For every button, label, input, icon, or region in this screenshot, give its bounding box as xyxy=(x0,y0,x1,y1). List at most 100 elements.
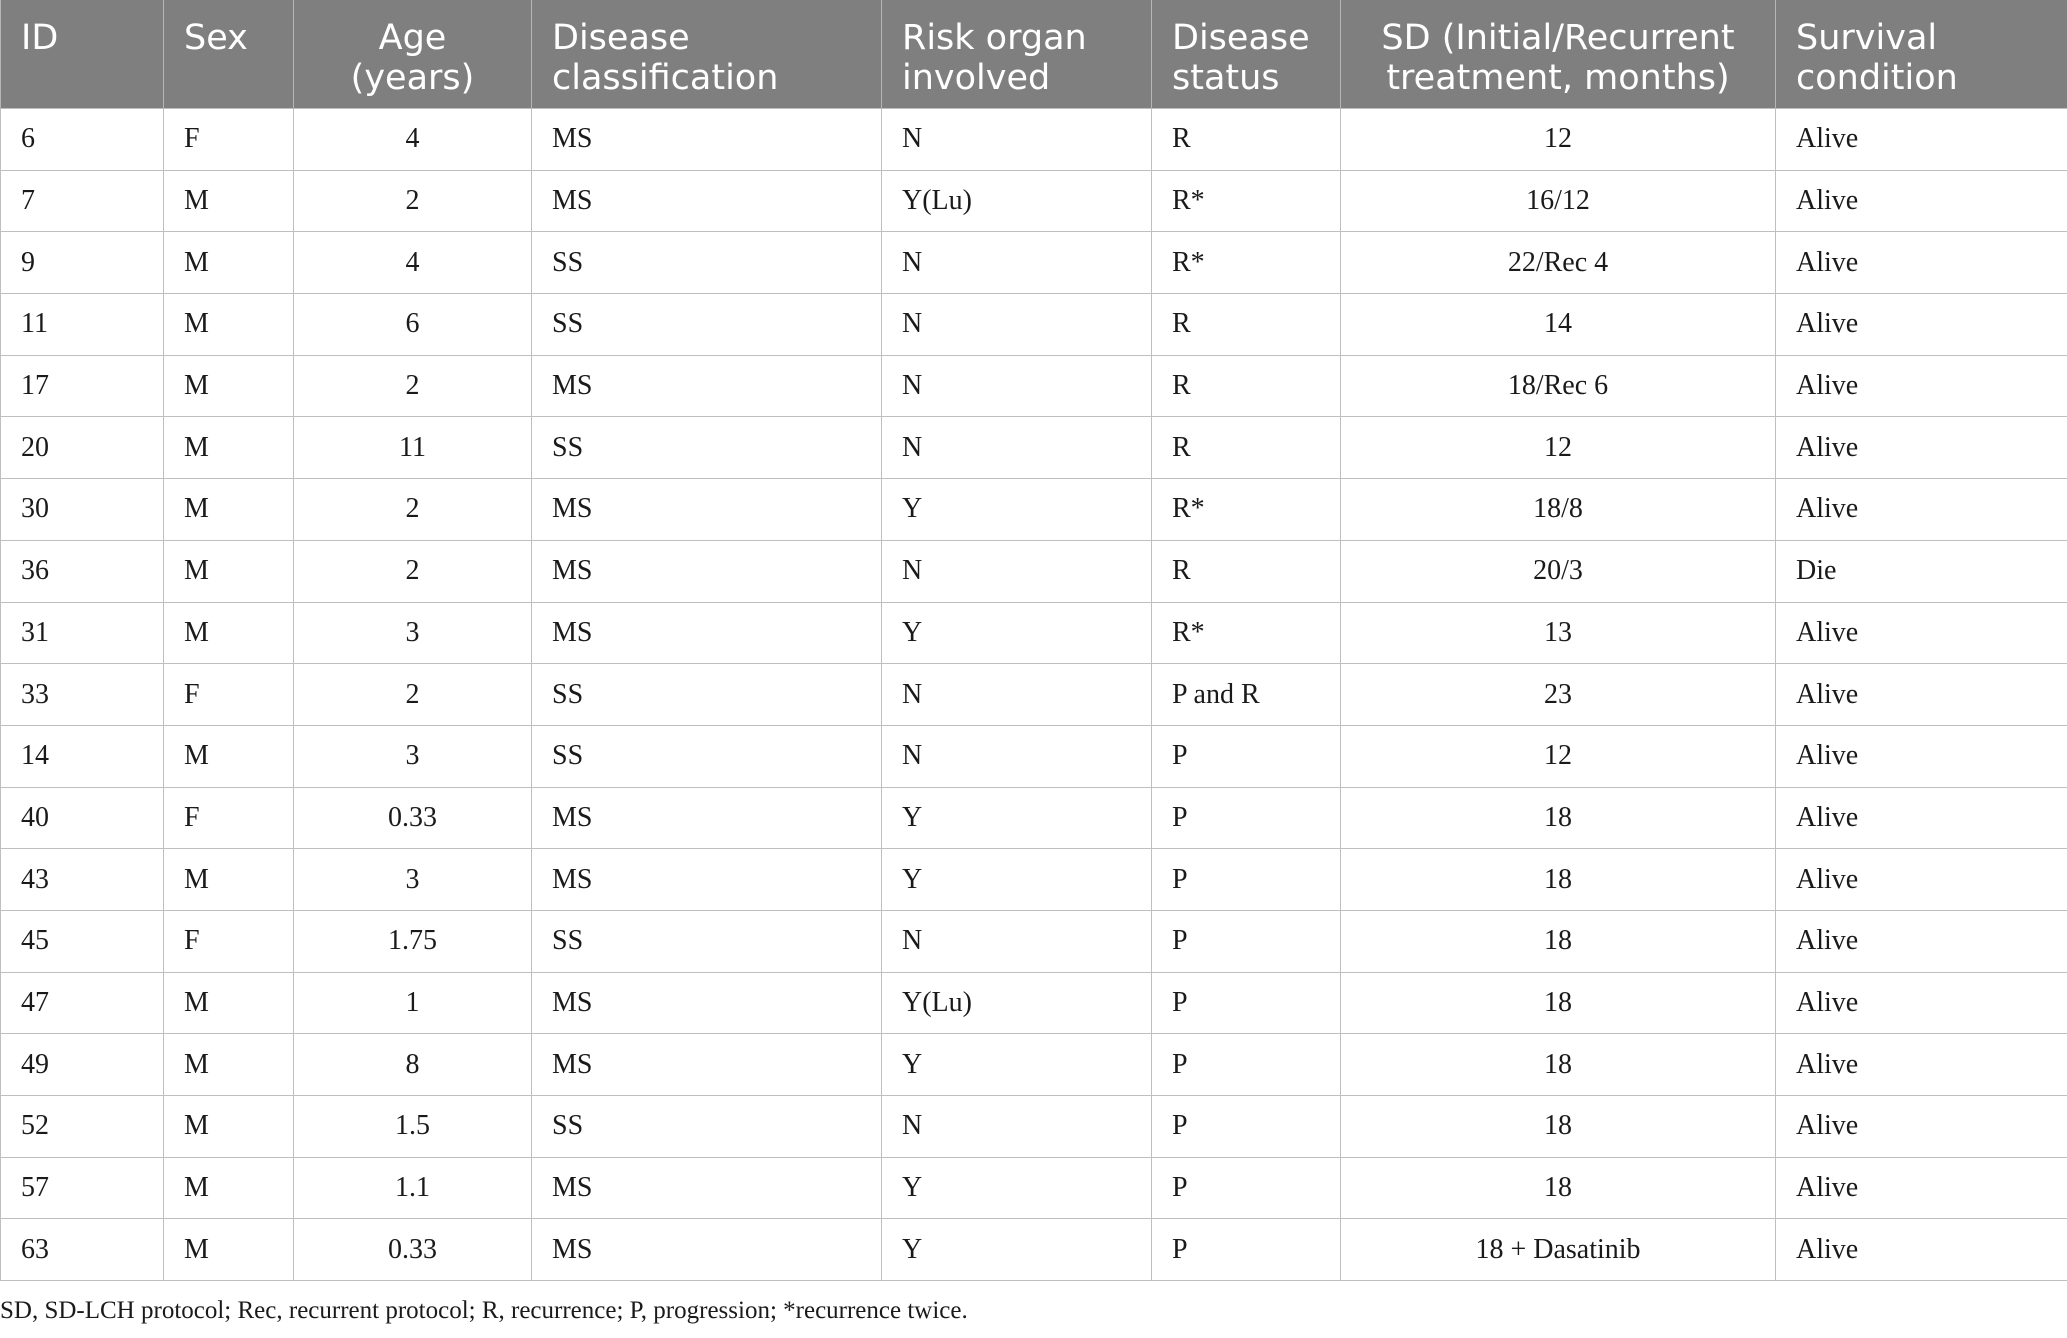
cell-sex: M xyxy=(163,1095,294,1158)
cell-id: 40 xyxy=(0,786,164,850)
cell-id: 11 xyxy=(0,293,164,356)
cell-sex: M xyxy=(163,601,294,665)
cell-id: 36 xyxy=(0,539,164,603)
table-header: ID Sex Age (years) Disease classification… xyxy=(0,0,2067,109)
cell-id: 47 xyxy=(0,971,164,1035)
cell-survival: Alive xyxy=(1775,1218,2067,1282)
table-row: 11 M 6 SS N R 14 Alive xyxy=(0,293,2067,356)
table-row: 40 F 0.33 MS Y P 18 Alive xyxy=(0,786,2067,850)
cell-id: 57 xyxy=(0,1156,164,1220)
cell-disease-classification: MS xyxy=(531,1218,882,1282)
table-row: 52 M 1.5 SS N P 18 Alive xyxy=(0,1095,2067,1158)
header-age: Age (years) xyxy=(293,0,532,109)
cell-risk-organ: N xyxy=(881,108,1152,171)
cell-sex: M xyxy=(163,416,294,480)
table-row: 31 M 3 MS Y R* 13 Alive xyxy=(0,601,2067,665)
cell-survival: Alive xyxy=(1775,169,2067,233)
cell-sd-treatment: 18 xyxy=(1340,909,1776,973)
cell-age: 3 xyxy=(293,848,532,911)
cell-survival: Alive xyxy=(1775,354,2067,418)
cell-disease-classification: MS xyxy=(531,108,882,171)
cell-age: 3 xyxy=(293,724,532,788)
table-row: 20 M 11 SS N R 12 Alive xyxy=(0,416,2067,480)
cell-id: 43 xyxy=(0,848,164,911)
table-row: 6 F 4 MS N R 12 Alive xyxy=(0,108,2067,171)
cell-disease-status: P xyxy=(1151,848,1341,911)
cell-disease-classification: MS xyxy=(531,1033,882,1096)
cell-sex: M xyxy=(163,354,294,418)
table-container: ID Sex Age (years) Disease classification… xyxy=(0,0,2067,1282)
table-row: 49 M 8 MS Y P 18 Alive xyxy=(0,1033,2067,1096)
cell-id: 20 xyxy=(0,416,164,480)
cell-sex: M xyxy=(163,1033,294,1096)
cell-age: 2 xyxy=(293,663,532,726)
table-row: 43 M 3 MS Y P 18 Alive xyxy=(0,848,2067,911)
cell-disease-status: R* xyxy=(1151,231,1341,295)
cell-sd-treatment: 18 xyxy=(1340,1033,1776,1096)
patient-data-table: ID Sex Age (years) Disease classification… xyxy=(0,0,2067,1282)
cell-age: 1.5 xyxy=(293,1095,532,1158)
header-disease-status: Disease status xyxy=(1151,0,1341,109)
header-id: ID xyxy=(0,0,164,109)
header-sd-treatment: SD (Initial/Recurrent treatment, months) xyxy=(1340,0,1776,109)
cell-id: 49 xyxy=(0,1033,164,1096)
cell-age: 8 xyxy=(293,1033,532,1096)
cell-disease-status: P xyxy=(1151,909,1341,973)
cell-age: 2 xyxy=(293,354,532,418)
cell-disease-status: R xyxy=(1151,416,1341,480)
cell-sd-treatment: 18 xyxy=(1340,1095,1776,1158)
cell-age: 4 xyxy=(293,231,532,295)
cell-disease-classification: MS xyxy=(531,971,882,1035)
cell-survival: Alive xyxy=(1775,601,2067,665)
cell-disease-classification: SS xyxy=(531,724,882,788)
cell-sd-treatment: 14 xyxy=(1340,293,1776,356)
cell-age: 1.1 xyxy=(293,1156,532,1220)
cell-survival: Alive xyxy=(1775,478,2067,541)
cell-age: 0.33 xyxy=(293,786,532,850)
cell-disease-classification: SS xyxy=(531,231,882,295)
cell-risk-organ: N xyxy=(881,293,1152,356)
cell-sex: F xyxy=(163,108,294,171)
cell-disease-status: R* xyxy=(1151,478,1341,541)
cell-risk-organ: N xyxy=(881,231,1152,295)
cell-age: 2 xyxy=(293,478,532,541)
cell-sd-treatment: 16/12 xyxy=(1340,169,1776,233)
cell-sex: F xyxy=(163,663,294,726)
cell-sd-treatment: 18 xyxy=(1340,848,1776,911)
cell-risk-organ: Y xyxy=(881,1218,1152,1282)
cell-disease-status: P xyxy=(1151,1095,1341,1158)
cell-risk-organ: N xyxy=(881,416,1152,480)
cell-disease-status: R xyxy=(1151,293,1341,356)
cell-risk-organ: Y(Lu) xyxy=(881,971,1152,1035)
cell-disease-classification: MS xyxy=(531,786,882,850)
table-body: 6 F 4 MS N R 12 Alive 7 M 2 MS Y(Lu) R* 16/12 Alive 9 M 4 S… xyxy=(0,108,2067,1282)
table-row: 45 F 1.75 SS N P 18 Alive xyxy=(0,909,2067,973)
cell-id: 31 xyxy=(0,601,164,665)
cell-risk-organ: N xyxy=(881,1095,1152,1158)
cell-sd-treatment: 18 xyxy=(1340,971,1776,1035)
cell-disease-status: R xyxy=(1151,108,1341,171)
cell-id: 17 xyxy=(0,354,164,418)
header-risk-organ-involved: Risk organ involved xyxy=(881,0,1152,109)
cell-sex: M xyxy=(163,293,294,356)
cell-risk-organ: N xyxy=(881,663,1152,726)
table-footnote: SD, SD-LCH protocol; Rec, recurrent prot… xyxy=(0,1297,968,1324)
cell-disease-classification: SS xyxy=(531,293,882,356)
cell-id: 9 xyxy=(0,231,164,295)
cell-disease-classification: SS xyxy=(531,1095,882,1158)
table-row: 14 M 3 SS N P 12 Alive xyxy=(0,724,2067,788)
cell-survival: Alive xyxy=(1775,786,2067,850)
cell-age: 2 xyxy=(293,169,532,233)
cell-disease-status: R* xyxy=(1151,169,1341,233)
cell-disease-status: P xyxy=(1151,786,1341,850)
cell-sd-treatment: 13 xyxy=(1340,601,1776,665)
cell-sex: M xyxy=(163,169,294,233)
cell-risk-organ: N xyxy=(881,909,1152,973)
cell-age: 0.33 xyxy=(293,1218,532,1282)
cell-disease-status: R* xyxy=(1151,601,1341,665)
cell-age: 2 xyxy=(293,539,532,603)
table-row: 7 M 2 MS Y(Lu) R* 16/12 Alive xyxy=(0,169,2067,233)
cell-survival: Alive xyxy=(1775,1156,2067,1220)
cell-sd-treatment: 12 xyxy=(1340,416,1776,480)
table-row: 9 M 4 SS N R* 22/Rec 4 Alive xyxy=(0,231,2067,295)
